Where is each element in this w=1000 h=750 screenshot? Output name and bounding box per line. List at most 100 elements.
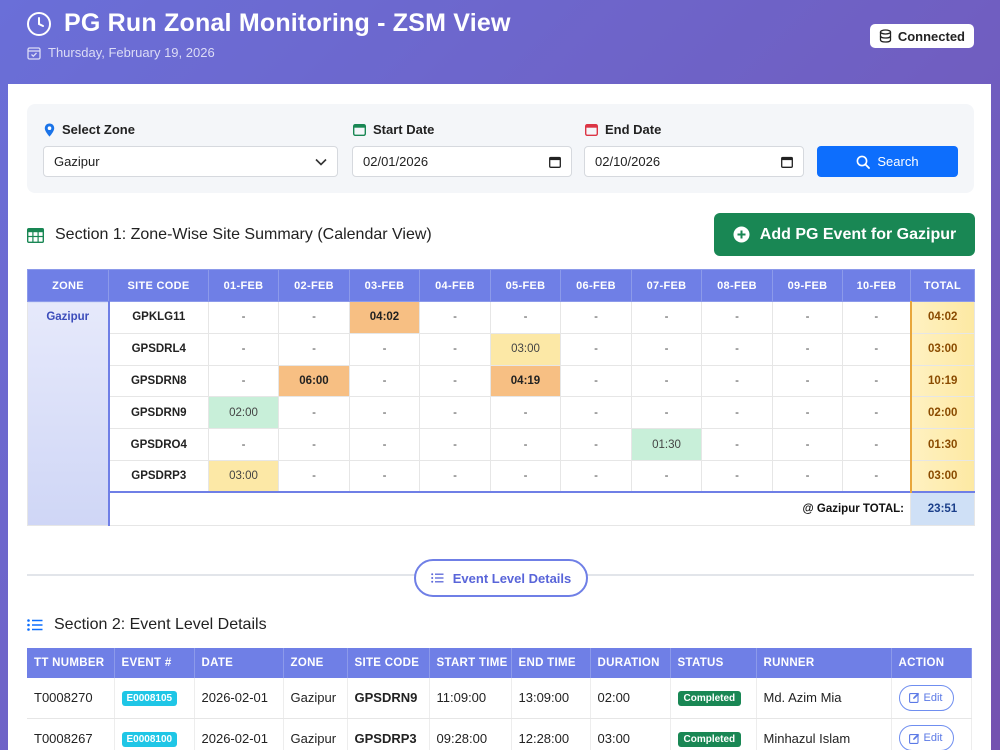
add-pg-event-button[interactable]: Add PG Event for Gazipur bbox=[714, 213, 975, 256]
zone-label: Select Zone bbox=[44, 122, 135, 137]
day-cell: - bbox=[278, 459, 350, 493]
col-header: DURATION bbox=[590, 648, 671, 678]
calendar-picker-icon[interactable] bbox=[781, 156, 793, 168]
plus-circle-icon bbox=[733, 226, 750, 243]
day-cell: 03:00 bbox=[490, 332, 561, 366]
date-text: Thursday, February 19, 2026 bbox=[48, 45, 215, 60]
search-button[interactable]: Search bbox=[817, 146, 958, 177]
site-code-cell: GPSDRN8 bbox=[108, 364, 209, 398]
col-header: ZONE bbox=[283, 648, 348, 678]
day-cell: - bbox=[349, 364, 420, 398]
edit-button[interactable]: Edit bbox=[898, 684, 955, 711]
day-cell: - bbox=[490, 301, 561, 334]
current-date: Thursday, February 19, 2026 bbox=[27, 45, 215, 60]
end-date-label: End Date bbox=[585, 122, 661, 137]
zone-cell: Gazipur bbox=[283, 718, 348, 750]
title-row: PG Run Zonal Monitoring - ZSM View bbox=[26, 9, 511, 38]
day-cell: - bbox=[349, 332, 420, 366]
edit-icon bbox=[908, 733, 919, 744]
col-header: EVENT # bbox=[114, 648, 195, 678]
col-header: STATUS bbox=[670, 648, 757, 678]
day-cell: - bbox=[701, 459, 773, 493]
calendar-check-icon bbox=[27, 46, 41, 60]
search-icon bbox=[856, 155, 871, 169]
table-row: GPSDRN9 02:00 - - - - - - - - - 02:00 bbox=[28, 396, 975, 430]
day-cell: - bbox=[208, 364, 279, 398]
end-date-input[interactable]: 02/10/2026 bbox=[584, 146, 804, 177]
event-badge: E0008100 bbox=[121, 731, 178, 747]
zone-cell: Gazipur bbox=[27, 301, 110, 526]
edit-icon bbox=[908, 693, 919, 704]
table-row: GPSDRL4 - - - - 03:00 - - - - - 03:00 bbox=[28, 332, 975, 366]
grand-total-row: @ Gazipur TOTAL: 23:51 bbox=[28, 491, 975, 526]
list-icon bbox=[430, 573, 444, 583]
row-total-cell: 03:00 bbox=[909, 332, 975, 366]
day-cell: - bbox=[772, 459, 843, 493]
status-badge: Completed bbox=[677, 731, 742, 747]
day-cell: - bbox=[560, 396, 632, 430]
day-cell: - bbox=[208, 428, 279, 461]
filter-panel: Select Zone Gazipur Start Date 02/01/202… bbox=[27, 104, 974, 193]
main-card: Select Zone Gazipur Start Date 02/01/202… bbox=[8, 84, 991, 750]
col-header: START TIME bbox=[429, 648, 512, 678]
row-total-cell: 02:00 bbox=[909, 396, 975, 430]
connection-status-badge: Connected bbox=[869, 24, 974, 48]
page-title: PG Run Zonal Monitoring - ZSM View bbox=[64, 9, 511, 37]
day-cell: - bbox=[419, 396, 491, 430]
row-total-cell: 01:30 bbox=[909, 428, 975, 461]
day-cell: - bbox=[842, 364, 911, 398]
runner-cell: Md. Azim Mia bbox=[756, 678, 892, 719]
day-cell: 06:00 bbox=[278, 364, 350, 398]
col-header: 07-FEB bbox=[631, 269, 702, 302]
day-cell: - bbox=[842, 396, 911, 430]
day-cell: - bbox=[560, 332, 632, 366]
zone-select-value: Gazipur bbox=[54, 154, 100, 169]
day-cell: - bbox=[349, 459, 420, 493]
site-code-cell: GPSDRP3 bbox=[108, 459, 209, 493]
list-icon bbox=[27, 619, 43, 631]
day-cell: - bbox=[560, 459, 632, 493]
status-badge: Completed bbox=[677, 691, 742, 707]
day-cell: - bbox=[419, 428, 491, 461]
event-number-cell: E0008100 bbox=[114, 718, 195, 750]
col-header: DATE bbox=[194, 648, 284, 678]
day-cell: - bbox=[560, 428, 632, 461]
event-badge: E0008105 bbox=[121, 691, 178, 707]
day-cell: - bbox=[631, 459, 702, 493]
calendar-icon bbox=[585, 124, 598, 136]
date-cell: 2026-02-01 bbox=[194, 718, 284, 750]
col-header: 10-FEB bbox=[842, 269, 911, 302]
day-cell: - bbox=[490, 428, 561, 461]
col-header: ACTION bbox=[891, 648, 972, 678]
zone-cell: Gazipur bbox=[283, 678, 348, 719]
tt-number-cell: T0008267 bbox=[27, 718, 115, 750]
day-cell: - bbox=[278, 301, 350, 334]
edit-button[interactable]: Edit bbox=[898, 725, 955, 750]
start-date-value: 02/01/2026 bbox=[363, 154, 429, 169]
events-header-row: TT NUMBER EVENT # DATE ZONE SITE CODE ST… bbox=[27, 648, 972, 678]
zone-select[interactable]: Gazipur bbox=[43, 146, 338, 177]
day-cell: - bbox=[842, 428, 911, 461]
col-header: SITE CODE bbox=[347, 648, 430, 678]
event-number-cell: E0008105 bbox=[114, 678, 195, 719]
day-cell: - bbox=[419, 301, 491, 334]
day-cell: - bbox=[419, 332, 491, 366]
col-header: 01-FEB bbox=[208, 269, 279, 302]
start-date-label: Start Date bbox=[353, 122, 434, 137]
site-code-cell: GPSDRN9 bbox=[108, 396, 209, 430]
start-date-input[interactable]: 02/01/2026 bbox=[352, 146, 572, 177]
day-cell: - bbox=[772, 396, 843, 430]
calendar-icon bbox=[353, 124, 366, 136]
calendar-picker-icon[interactable] bbox=[549, 156, 561, 168]
col-header: RUNNER bbox=[756, 648, 892, 678]
grand-total-value: 23:51 bbox=[910, 491, 975, 526]
start-time-cell: 11:09:00 bbox=[429, 678, 512, 719]
event-level-details-toggle[interactable]: Event Level Details bbox=[414, 559, 588, 597]
day-cell: - bbox=[772, 428, 843, 461]
start-time-cell: 09:28:00 bbox=[429, 718, 512, 750]
day-cell: - bbox=[419, 364, 491, 398]
runner-cell: Minhazul Islam bbox=[756, 718, 892, 750]
day-cell: - bbox=[560, 301, 632, 334]
table-row: Gazipur GPKLG11 - - 04:02 - - - - - - - … bbox=[27, 301, 975, 526]
table-row: GPSDRN8 - 06:00 - - 04:19 - - - - - 10:1… bbox=[28, 364, 975, 398]
